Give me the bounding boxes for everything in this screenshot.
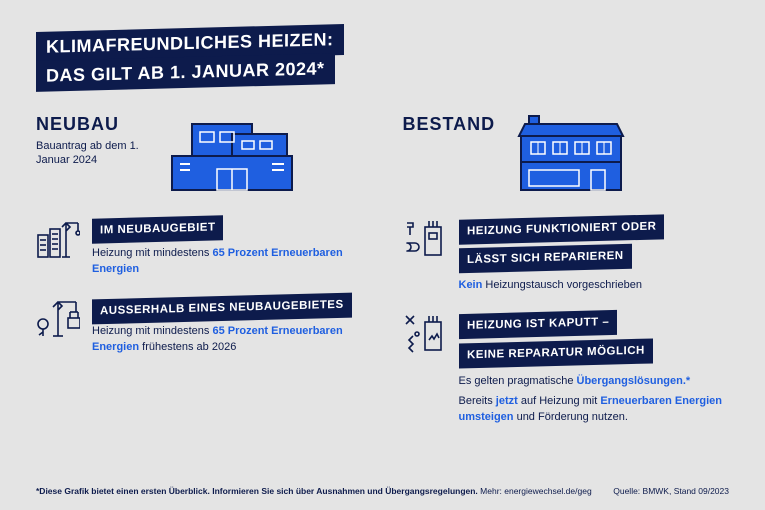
tag-ausserhalb: AUSSERHALB EINES NEUBAUGEBIETES bbox=[92, 292, 352, 323]
neubau-heading: NEUBAU bbox=[36, 114, 146, 135]
col-head-right: BESTAND bbox=[403, 114, 730, 199]
neubau-sub: Bauantrag ab dem 1. Januar 2024 bbox=[36, 139, 146, 168]
bestand-block-1: HEIZUNG FUNKTIONIERT ODER LÄSST SICH REP… bbox=[403, 217, 730, 294]
neubau-block-1: IM NEUBAUGEBIET Heizung mit mindestens 6… bbox=[36, 217, 363, 278]
columns: NEUBAU Bauantrag ab dem 1. Januar 2024 bbox=[36, 114, 729, 443]
footer: *Diese Grafik bietet einen ersten Überbl… bbox=[36, 486, 729, 496]
tag-kaputt-1: HEIZUNG IST KAPUTT – bbox=[459, 310, 617, 339]
crane-module-icon bbox=[36, 296, 80, 357]
col-head-left: NEUBAU Bauantrag ab dem 1. Januar 2024 bbox=[36, 114, 363, 199]
footer-disclaimer: *Diese Grafik bietet einen ersten Überbl… bbox=[36, 486, 592, 496]
tag-funktioniert-1: HEIZUNG FUNKTIONIERT ODER bbox=[459, 214, 664, 244]
col-neubau: NEUBAU Bauantrag ab dem 1. Januar 2024 bbox=[36, 114, 363, 443]
col-bestand: BESTAND bbox=[403, 114, 730, 443]
neubau-block-2: AUSSERHALB EINES NEUBAUGEBIETES Heizung … bbox=[36, 296, 363, 357]
crane-buildings-icon bbox=[36, 217, 80, 278]
bestand-b1-text: Kein Heizungstausch vorgeschrieben bbox=[459, 278, 730, 294]
modern-house-icon bbox=[162, 114, 363, 199]
tag-kaputt-2: KEINE REPARATUR MÖGLICH bbox=[459, 338, 653, 368]
neubau-b1-text: Heizung mit mindestens 65 Prozent Erneue… bbox=[92, 246, 363, 278]
tag-im-neubaugebiet: IM NEUBAUGEBIET bbox=[92, 215, 223, 243]
bestand-b2-line1: Es gelten pragmatische Übergangslösungen… bbox=[459, 374, 730, 390]
wrench-heater-icon bbox=[403, 217, 447, 294]
main-title: KLIMAFREUNDLICHES HEIZEN: DAS GILT AB 1.… bbox=[36, 28, 344, 94]
neubau-b2-text: Heizung mit mindestens 65 Prozent Erneue… bbox=[92, 324, 363, 356]
old-house-icon bbox=[511, 114, 729, 199]
tag-funktioniert-2: LÄSST SICH REPARIEREN bbox=[459, 243, 632, 272]
bestand-block-2: HEIZUNG IST KAPUTT – KEINE REPARATUR MÖG… bbox=[403, 312, 730, 425]
bestand-b2-line2: Bereits jetzt auf Heizung mit Erneuerbar… bbox=[459, 394, 730, 426]
title-line-2: DAS GILT AB 1. JANUAR 2024* bbox=[36, 53, 335, 92]
broken-heater-icon bbox=[403, 312, 447, 425]
footer-source: Quelle: BMWK, Stand 09/2023 bbox=[613, 486, 729, 496]
bestand-heading: BESTAND bbox=[403, 114, 496, 135]
